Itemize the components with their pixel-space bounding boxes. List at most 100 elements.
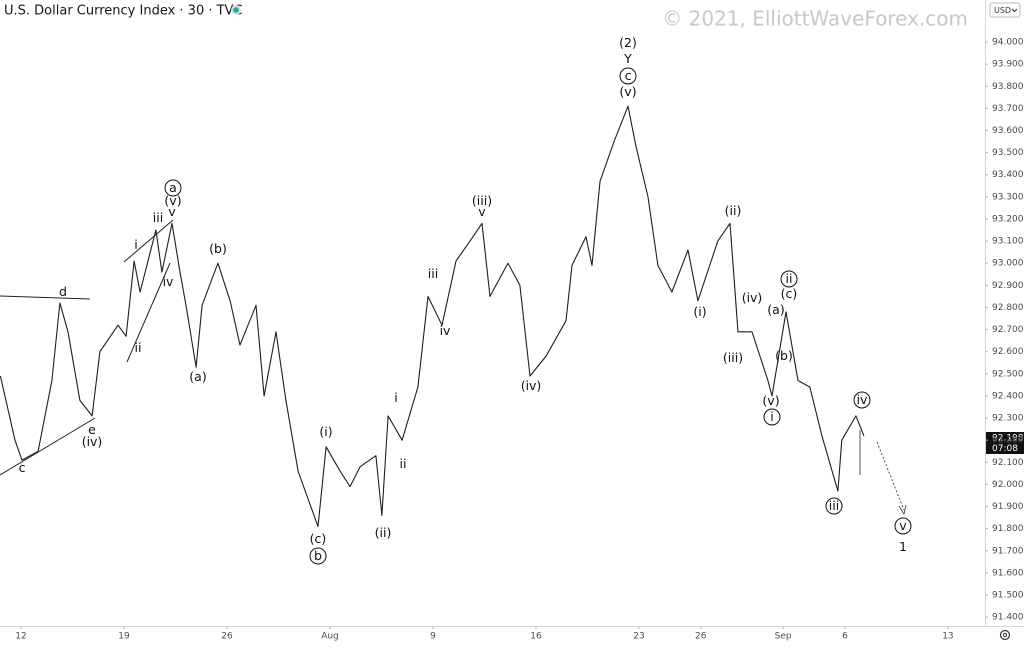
x-tick-label: 23 (633, 632, 644, 642)
wave-label: ii (786, 271, 793, 286)
y-tick-label: 92.900 (992, 281, 1024, 291)
wave-label: (2) (619, 35, 637, 50)
x-tick-label: 6 (842, 632, 848, 642)
wave-label: i (394, 390, 397, 405)
currency-button[interactable] (989, 2, 1021, 18)
wave-label: (a) (189, 369, 206, 384)
wave-label: Y (623, 51, 632, 66)
wave-label: (i) (693, 304, 706, 319)
y-tick-label: 92.300 (992, 414, 1024, 424)
currency-label: USD (994, 6, 1011, 15)
wave-label: i (770, 409, 773, 424)
y-tick-label: 91.500 (992, 591, 1024, 601)
wave-label-circle (619, 67, 637, 85)
x-tick-label: 26 (221, 632, 233, 642)
countdown-label: 07:08 (992, 444, 1018, 454)
wave-label: ii (135, 340, 142, 355)
x-tick-label: 26 (695, 632, 707, 642)
y-tick-label: 93.500 (992, 148, 1024, 158)
trend-lines (0, 219, 174, 476)
wave-label-circle (853, 391, 871, 409)
projection-arrow-head (898, 504, 907, 516)
y-tick-label: 93.800 (992, 82, 1024, 92)
x-tick-label: Sep (775, 632, 792, 642)
y-tick-label: 93.300 (992, 192, 1024, 202)
wave-label: e (88, 422, 96, 437)
wave-label: (ii) (375, 525, 392, 540)
wave-label: iv (857, 392, 868, 407)
settings-gear-hub (1002, 632, 1008, 638)
last-price-label: 92.198 (992, 434, 1024, 444)
y-tick-label: 92.000 (992, 480, 1024, 490)
y-tick-label: 92.100 (992, 458, 1024, 468)
wave-label: d (59, 284, 67, 299)
status-dot (233, 7, 239, 13)
x-tick-label: Aug (321, 632, 339, 642)
wave-label: iii (829, 498, 839, 513)
settings-gear (999, 629, 1011, 641)
wave-label: iv (440, 323, 451, 338)
wave-label: (iv) (521, 378, 542, 393)
wave-label: (iii) (472, 193, 492, 208)
watermark: © 2021, ElliottWaveForex.com (662, 7, 968, 31)
wave-label-circle (825, 497, 843, 515)
wave-label: (c) (781, 286, 798, 301)
y-tick-label: 93.700 (992, 104, 1024, 114)
y-tick-label: 93.200 (992, 214, 1024, 224)
wave-label: iii (428, 266, 438, 281)
wave-label: (ii) (725, 203, 742, 218)
wave-label-circle (780, 270, 798, 288)
currency-caret (1011, 8, 1018, 13)
x-tick-label: 13 (942, 632, 953, 642)
trend-line (123, 219, 174, 263)
y-tick-label: 91.700 (992, 546, 1024, 556)
wave-label: (a) (767, 302, 784, 317)
wave-label: b (314, 548, 322, 563)
wave-label: a (169, 180, 177, 195)
y-tick-label: 94.000 (992, 38, 1024, 48)
wave-label: c (19, 460, 26, 475)
y-tick-label: 92.400 (992, 391, 1024, 401)
x-tick-label: 19 (118, 632, 130, 642)
y-tick-label: 93.400 (992, 170, 1024, 180)
projection-arrow (876, 441, 905, 511)
wave-label: c (625, 68, 632, 83)
x-tick-label: 16 (530, 632, 542, 642)
wave-label: (b) (209, 241, 227, 256)
trend-line (0, 417, 96, 476)
wave-label: (iv) (82, 434, 103, 449)
wave-label: iv (163, 274, 174, 289)
wave-label-circle (763, 408, 781, 426)
wave-label: v (168, 204, 176, 219)
trend-line (126, 262, 171, 363)
wave-label: iii (153, 210, 163, 225)
wave-label-circle (894, 517, 912, 535)
y-tick-label: 93.600 (992, 126, 1024, 136)
wave-label: ii (400, 456, 407, 471)
y-tick-label: 91.900 (992, 502, 1024, 512)
y-tick-label: 93.000 (992, 259, 1024, 269)
y-tick-label: 93.100 (992, 237, 1024, 247)
y-tick-label: 91.600 (992, 568, 1024, 578)
wave-label: (v) (164, 193, 181, 208)
y-tick-label: 92.200 (992, 436, 1024, 446)
trend-line (0, 295, 91, 300)
last-price-tag (986, 432, 1024, 454)
x-tick-label: 9 (430, 632, 436, 642)
settings-icon[interactable] (999, 629, 1011, 641)
wave-label: v (478, 204, 486, 219)
x-tick-label: 12 (15, 632, 26, 642)
wave-label: (c) (310, 531, 327, 546)
wave-label: (iv) (742, 290, 763, 305)
y-tick-label: 92.500 (992, 369, 1024, 379)
y-tick-label: 91.400 (992, 613, 1024, 623)
wave-label: (iii) (723, 350, 743, 365)
price-line (0, 105, 865, 528)
wave-label-circle (309, 547, 327, 565)
wave-label: v (899, 518, 907, 533)
chart-title: U.S. Dollar Currency Index · 30 · TVC (4, 4, 243, 19)
wave-label: (v) (619, 84, 636, 99)
y-tick-label: 92.700 (992, 325, 1024, 335)
